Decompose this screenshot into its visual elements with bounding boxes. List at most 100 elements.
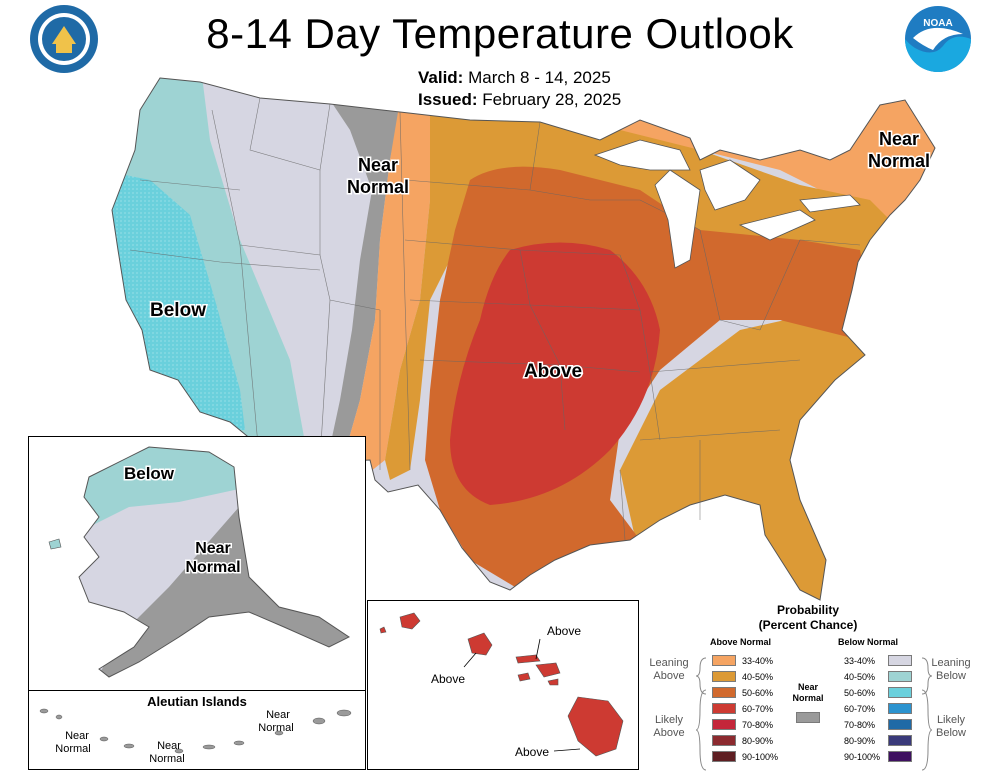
above-60-70-region — [450, 242, 660, 505]
legend-below-swatch — [888, 655, 912, 666]
hawaii-map: Above Above Above — [379, 612, 624, 759]
aleutian-near-a-line2: Normal — [55, 743, 90, 755]
legend-leaning-below-line2: Below — [936, 670, 966, 682]
legend-below-row: 70-80% — [844, 719, 912, 730]
legend-above-label: 90-100% — [742, 751, 779, 762]
legend-near-line2: Normal — [792, 693, 824, 703]
legend-below-label: 60-70% — [844, 703, 876, 714]
legend-above-label: 60-70% — [742, 703, 774, 714]
hawaii-label-above-1: Above — [547, 624, 581, 638]
legend-above-swatch — [712, 671, 736, 682]
legend-below-row: 60-70% — [844, 703, 912, 714]
legend-above-row: 33-40% — [712, 655, 780, 666]
legend-above-label: 40-50% — [742, 671, 774, 682]
legend-below-swatch — [888, 719, 912, 730]
alaska-label-near-line1: Near — [195, 540, 231, 557]
legend-leaning-above-line2: Above — [653, 670, 685, 682]
label-above-central: Above — [524, 361, 582, 382]
legend-below-swatch — [888, 735, 912, 746]
legend-above-swatch — [712, 719, 736, 730]
legend-above-row: 90-100% — [712, 751, 780, 762]
legend-above-header: Above Normal — [710, 637, 772, 647]
legend-below-swatch — [888, 687, 912, 698]
legend-below-row: 33-40% — [844, 655, 912, 666]
issued-line: Issued: February 28, 2025 — [418, 90, 621, 110]
aleutian-map: Aleutian Islands Near Normal Near Normal… — [39, 694, 352, 765]
legend-leaning-above-line1: Leaning — [649, 657, 689, 669]
issued-label: Issued: — [418, 90, 478, 109]
valid-value: March 8 - 14, 2025 — [468, 68, 611, 87]
label-below-west: Below — [150, 300, 206, 321]
legend-above-row: 40-50% — [712, 671, 780, 682]
valid-line: Valid: March 8 - 14, 2025 — [418, 68, 611, 88]
hawaii-label-above-2: Above — [431, 672, 465, 686]
legend-likely-below: Likely Below — [926, 714, 976, 740]
legend-below-header: Below Normal — [838, 637, 899, 647]
legend-near-line1: Near — [797, 682, 818, 692]
aleutian-near-a-line1: Near — [65, 730, 89, 742]
legend-below-label: 50-60% — [844, 687, 876, 698]
legend-above-swatch — [712, 751, 736, 762]
near-normal-west-region — [325, 100, 400, 470]
hawaii-leader-lines — [463, 638, 581, 752]
legend-above-row: 80-90% — [712, 735, 780, 746]
legend: Probability (Percent Chance) Above Norma… — [640, 600, 1000, 773]
legend-near-swatch — [796, 712, 820, 723]
great-lakes — [593, 139, 861, 269]
legend-above-label: 80-90% — [742, 735, 774, 746]
legend-likely-above: Likely Above — [644, 714, 694, 740]
hawaii-inset: Above Above Above — [367, 600, 639, 770]
legend-below-swatch — [888, 751, 912, 762]
noaa-logo: NOAA — [903, 4, 973, 79]
legend-likely-above-line2: Above — [653, 727, 685, 739]
alaska-inset: Below Near Normal — [28, 436, 366, 692]
legend-above-swatch — [712, 703, 736, 714]
label-near-ne-line1: Near — [879, 129, 919, 149]
page-title: 8-14 Day Temperature Outlook — [206, 10, 794, 57]
legend-leaning-below-line1: Leaning — [931, 657, 971, 669]
legend-brackets — [695, 657, 933, 771]
legend-likely-below-line2: Below — [936, 727, 966, 739]
state-boundaries — [129, 97, 861, 541]
legend-below-label: 90-100% — [844, 751, 881, 762]
aleutian-near-b-line2: Normal — [149, 753, 184, 765]
legend-above-label: 33-40% — [742, 655, 774, 666]
aleutian-title: Aleutian Islands — [147, 694, 247, 709]
legend-below-row: 90-100% — [844, 751, 912, 762]
legend-leaning-above: Leaning Above — [644, 657, 694, 683]
aleutian-near-b-line1: Near — [157, 740, 181, 752]
alaska-label-near-line2: Normal — [185, 559, 240, 576]
above-33-40-region — [340, 100, 935, 480]
aleutian-near-c-line2: Normal — [258, 722, 293, 734]
alaska-label-below: Below — [124, 464, 175, 483]
legend-near-label: Near Normal — [788, 682, 828, 704]
legend-above-label: 70-80% — [742, 719, 774, 730]
legend-likely-below-line1: Likely — [936, 714, 966, 726]
legend-above-row: 70-80% — [712, 719, 780, 730]
aleutian-inset: Aleutian Islands Near Normal Near Normal… — [28, 690, 366, 770]
legend-below-label: 33-40% — [844, 655, 876, 666]
legend-below-label: 40-50% — [844, 671, 876, 682]
legend-title-line2: (Percent Chance) — [758, 618, 858, 632]
label-near-west-line2: Normal — [347, 177, 409, 197]
aleutian-near-c-line1: Near — [266, 709, 290, 721]
legend-above-row: 50-60% — [712, 687, 780, 698]
valid-label: Valid: — [418, 68, 464, 87]
label-near-west-line1: Near — [358, 155, 398, 175]
legend-leaning-below: Leaning Below — [926, 657, 976, 683]
legend-above-swatch — [712, 735, 736, 746]
legend-below-row: 40-50% — [844, 671, 912, 682]
aleutian-islands — [39, 708, 352, 754]
legend-below-swatch — [888, 671, 912, 682]
commerce-seal-logo — [26, 4, 102, 79]
legend-above-label: 50-60% — [742, 687, 774, 698]
legend-title-line1: Probability — [776, 603, 839, 617]
legend-below-label: 80-90% — [844, 735, 876, 746]
legend-above-swatch — [712, 655, 736, 666]
legend-above-swatch — [712, 687, 736, 698]
legend-above-row: 60-70% — [712, 703, 780, 714]
legend-below-label: 70-80% — [844, 719, 876, 730]
noaa-logo-text: NOAA — [923, 18, 952, 29]
alaska-map: Below Near Normal — [48, 446, 350, 678]
hawaii-label-above-3: Above — [515, 745, 549, 759]
